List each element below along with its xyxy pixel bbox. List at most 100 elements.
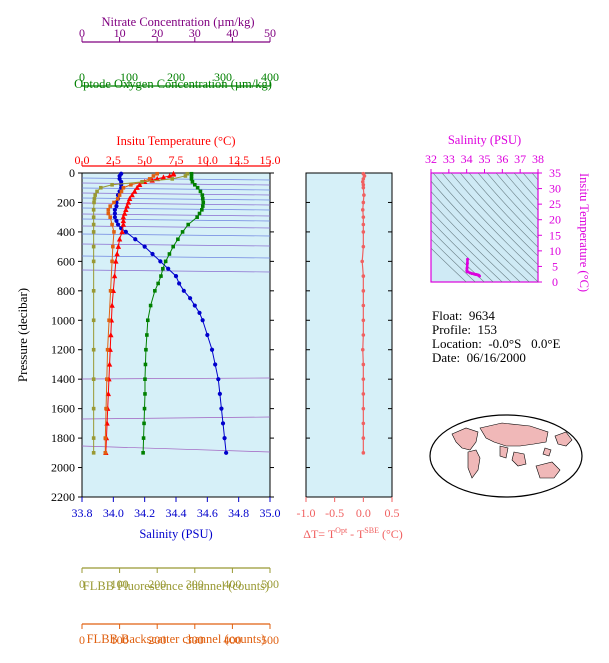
fluorescence-point xyxy=(91,259,96,264)
temperature-tick-label: 10.0 xyxy=(197,153,218,167)
ts-temperature-tick-label: 5 xyxy=(552,259,558,273)
fluorescence-point xyxy=(91,318,96,323)
delta-t-point xyxy=(361,318,366,323)
salinity-point xyxy=(224,450,229,455)
salinity-point xyxy=(150,251,155,257)
delta-t-point xyxy=(361,230,366,234)
temperature-point xyxy=(109,302,115,308)
delta-t-point xyxy=(361,185,366,190)
fluorescence-point xyxy=(91,289,96,293)
salinity-tick-label: 35.0 xyxy=(260,506,281,520)
temperature-axis-title: Insitu Temperature (°C) xyxy=(116,134,235,148)
delta-t-point xyxy=(361,222,366,227)
oxygen-point xyxy=(200,196,205,201)
fluorescence-tick-label: 400 xyxy=(223,577,241,591)
oxygen-point xyxy=(190,180,195,184)
delta-t-axis-title: ΔT= TOpt - TSBE (°C) xyxy=(303,526,403,541)
salinity-point xyxy=(200,318,205,323)
fluorescence-point xyxy=(140,180,144,184)
salinity-axis-title: Salinity (PSU) xyxy=(139,527,212,541)
world-map-landmass xyxy=(535,461,561,479)
oxygen-point xyxy=(201,200,206,205)
delta-t-tick-label: -1.0 xyxy=(297,506,316,520)
oxygen-point xyxy=(197,211,202,216)
temperature-point xyxy=(119,228,125,235)
oxygen-axis-title: Optode Oxygen Concentration (µm/kg) xyxy=(74,77,272,91)
temperature-point xyxy=(116,236,123,242)
oxygen-point xyxy=(156,281,160,286)
fluorescence-point xyxy=(92,200,96,205)
salinity-point xyxy=(114,204,119,209)
ts-salinity-tick-label: 36 xyxy=(496,152,508,166)
backscatter-tick-label: 200 xyxy=(148,633,166,647)
delta-t-point xyxy=(361,244,366,249)
oxygen-point xyxy=(176,237,180,242)
nitrate-tick-label: 50 xyxy=(264,26,276,40)
fluorescence-point xyxy=(95,189,99,194)
pressure-tick-label: 200 xyxy=(57,195,75,209)
profile-reference-line xyxy=(81,269,271,273)
ts-point xyxy=(465,266,469,270)
fluorescence-point xyxy=(91,406,96,411)
ts-temperature-axis-title: Insitu Temperature (°C) xyxy=(577,173,591,292)
nitrate-tick-label: 30 xyxy=(189,26,201,40)
backscatter-point xyxy=(104,406,108,411)
world-map-landmass xyxy=(467,449,481,479)
fluorescence-point xyxy=(91,222,96,227)
salinity-point xyxy=(133,237,138,242)
delta-t-point xyxy=(361,333,366,337)
salinity-tick-label: 34.8 xyxy=(228,506,249,520)
date-line: Date: 06/16/2000 xyxy=(432,350,526,365)
fluorescence-point xyxy=(91,208,96,212)
backscatter-point xyxy=(112,200,116,205)
ts-density-contour xyxy=(431,210,503,282)
fluorescence-point xyxy=(91,451,96,455)
oxygen-point xyxy=(141,451,145,455)
fluorescence-tick-label: 500 xyxy=(261,577,279,591)
world-map xyxy=(429,414,583,498)
temperature-point xyxy=(170,171,177,177)
fluorescence-point xyxy=(92,196,97,201)
nitrate-axis-title: Nitrate Concentration (µm/kg) xyxy=(102,15,255,29)
salinity-point xyxy=(188,296,193,301)
world-map-landmass xyxy=(542,447,552,457)
temperature-point xyxy=(134,184,140,190)
oxygen-point xyxy=(189,171,194,176)
delta-t-point xyxy=(361,274,366,278)
fluorescence-tick-label: 200 xyxy=(148,577,166,591)
backscatter-point xyxy=(108,204,112,208)
temperature-tick-label: 0.0 xyxy=(75,153,90,167)
ts-density-contour xyxy=(431,191,521,282)
ts-salinity-tick-label: 34 xyxy=(461,152,473,166)
temperature-point xyxy=(113,258,119,264)
profile-reference-line xyxy=(81,445,271,453)
oxygen-point xyxy=(186,222,191,227)
ts-density-contour xyxy=(468,173,538,248)
delta-t-tick-label: 0.5 xyxy=(385,506,400,520)
backscatter-tick-label: 100 xyxy=(111,633,129,647)
backscatter-point xyxy=(112,230,116,234)
salinity-tick-label: 34.6 xyxy=(197,506,218,520)
temperature-tick-label: 2.5 xyxy=(106,153,121,167)
oxygen-point xyxy=(142,421,146,426)
delta-t-point xyxy=(361,177,366,181)
ts-density-contour xyxy=(431,201,512,282)
backscatter-tick-label: 300 xyxy=(186,633,204,647)
temperature-point xyxy=(120,221,127,227)
profile-reference-line xyxy=(81,416,271,420)
profile-reference-line xyxy=(81,177,271,181)
backscatter-point xyxy=(117,193,122,197)
temperature-point xyxy=(114,251,120,257)
delta-t-point xyxy=(361,377,366,381)
backscatter-point xyxy=(103,436,108,440)
oxygen-point xyxy=(189,174,194,178)
world-map-landmass xyxy=(451,427,479,451)
temperature-point xyxy=(129,192,135,198)
oxygen-point xyxy=(189,177,194,181)
delta-t-point xyxy=(361,303,366,308)
salinity-point xyxy=(123,229,128,235)
profile-reference-line xyxy=(81,187,271,191)
backscatter-point xyxy=(115,196,120,201)
fluorescence-point xyxy=(91,215,96,219)
